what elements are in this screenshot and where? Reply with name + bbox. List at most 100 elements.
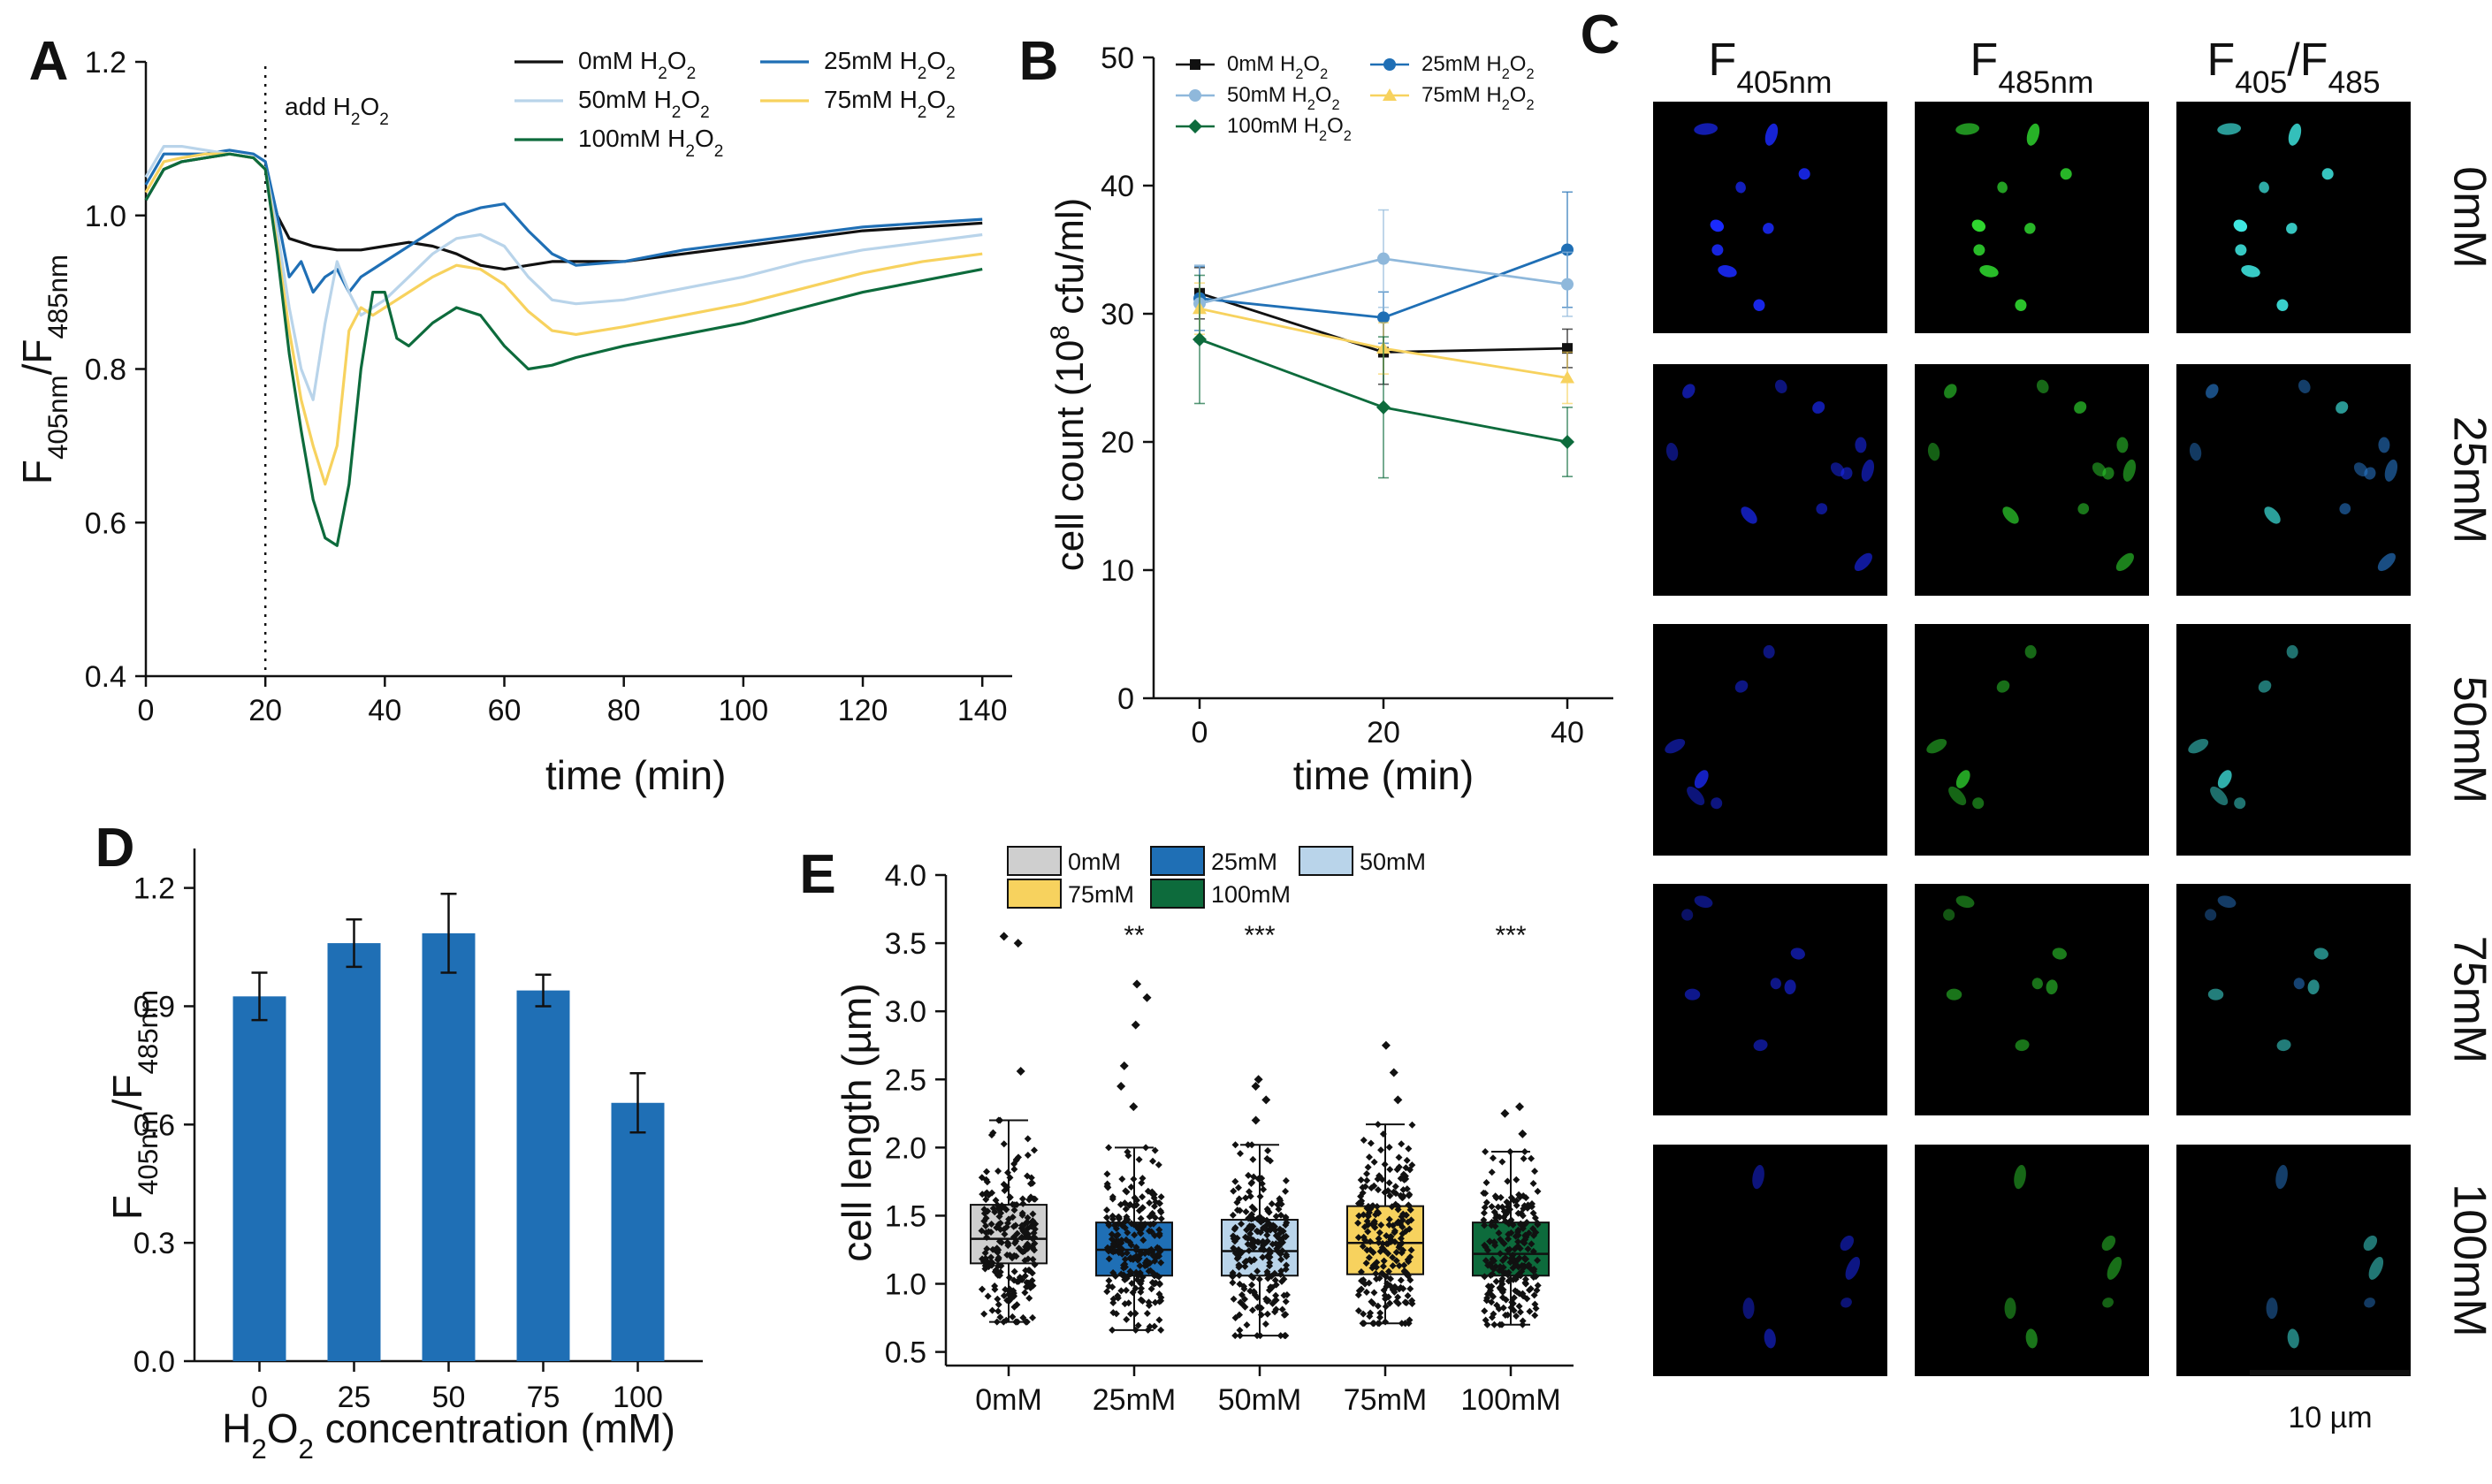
data-point-e	[1528, 1154, 1536, 1162]
data-point-e	[1000, 1140, 1008, 1148]
y-tick-label-e: 4.0	[885, 859, 926, 893]
outlier-e	[1518, 1129, 1528, 1138]
data-point-e	[1395, 1285, 1403, 1293]
data-point-e	[1360, 1136, 1368, 1144]
bacterium-cell	[1774, 379, 1787, 393]
data-point-e	[1006, 1285, 1014, 1293]
data-point-e	[1519, 1290, 1527, 1298]
bacterium-cell	[1840, 1235, 1855, 1251]
data-point-e	[1386, 1299, 1394, 1307]
data-point-e	[1389, 1253, 1397, 1261]
data-point-e	[1380, 1257, 1388, 1265]
bacterium-cell	[1971, 219, 1986, 232]
column-label-c-0-part: F	[1709, 34, 1737, 86]
bacterium-cell	[1854, 552, 1872, 572]
x-axis-label-d-part: O	[267, 1405, 299, 1451]
outlier-e	[1389, 1068, 1398, 1077]
row-label-c-3: 75mM	[2443, 936, 2492, 1063]
data-point-e	[1379, 1270, 1387, 1278]
data-point-e	[1125, 1201, 1133, 1209]
outlier-e	[1013, 939, 1023, 948]
data-point-e	[1389, 1262, 1397, 1270]
bacterium-cell	[1861, 459, 1875, 482]
data-point-e	[1263, 1270, 1271, 1278]
data-point-e	[1385, 1215, 1393, 1223]
bacterium-cell	[1943, 909, 1955, 921]
legend-swatch-e-2	[1299, 846, 1353, 876]
data-point-e	[1395, 1261, 1403, 1269]
data-point-e	[1139, 1175, 1147, 1183]
data-point-e	[1157, 1214, 1165, 1222]
bacterium-cell	[2077, 503, 2090, 515]
data-point-e	[1373, 1259, 1381, 1267]
bacterium-cell	[1753, 1039, 1768, 1052]
data-point-e	[1244, 1141, 1252, 1149]
data-point-e	[1237, 1298, 1245, 1306]
data-point-e	[1402, 1228, 1410, 1236]
micrograph-50mM-0	[1653, 624, 1887, 856]
data-point-e	[1354, 1199, 1362, 1207]
y-axis-label-a-part: 485nm	[42, 255, 73, 339]
y-axis-label-a: F405nm/F485nm	[14, 255, 73, 484]
data-point-e	[1247, 1225, 1255, 1233]
data-point-e	[1513, 1201, 1520, 1209]
data-point-e	[1105, 1144, 1113, 1152]
data-point-e	[1122, 1187, 1130, 1195]
y-axis-label-b-part: 8	[1046, 325, 1075, 340]
data-point-e	[1239, 1282, 1247, 1290]
data-point-e	[1109, 1240, 1117, 1248]
data-point-e	[1406, 1206, 1414, 1214]
data-point-e	[1111, 1272, 1119, 1280]
data-point-e	[1132, 1252, 1140, 1260]
data-point-e	[1361, 1183, 1369, 1191]
data-point-e	[1507, 1304, 1515, 1312]
data-point-e	[1256, 1192, 1264, 1200]
data-point-e	[1260, 1185, 1268, 1193]
data-point-e	[1398, 1320, 1406, 1328]
data-point-e	[1006, 1193, 1014, 1201]
bacterium-cell	[2241, 265, 2260, 278]
data-point-e	[1514, 1209, 1522, 1217]
data-point-e	[1010, 1201, 1018, 1209]
data-point-e	[1112, 1310, 1120, 1318]
micrograph-0mM-2	[2176, 102, 2411, 333]
data-point-e	[987, 1220, 995, 1228]
data-point-e	[1031, 1195, 1039, 1203]
bacterium-cell	[1711, 797, 1723, 810]
data-point-e	[1231, 1332, 1239, 1340]
legend-label-b-3-part: 75mM H	[1421, 83, 1502, 107]
data-point-b	[1560, 370, 1574, 384]
data-point-e	[1513, 1313, 1520, 1320]
data-point-b	[1561, 278, 1574, 291]
data-point-e	[1367, 1139, 1375, 1147]
data-point-e	[1376, 1275, 1383, 1282]
y-tick-label-a: 1.2	[85, 46, 126, 80]
bacterium-cell	[1665, 738, 1686, 754]
data-point-e	[1378, 1244, 1386, 1252]
data-point-e	[1404, 1292, 1412, 1300]
data-point-e	[1530, 1291, 1538, 1299]
bacterium-cell	[2102, 1298, 2114, 1308]
data-point-e	[1376, 1320, 1383, 1328]
data-point-e	[1150, 1322, 1158, 1330]
data-point-e	[1022, 1219, 1030, 1227]
bar-d-100	[611, 1102, 665, 1361]
data-point-e	[1012, 1156, 1020, 1164]
data-point-e	[1013, 1278, 1021, 1286]
data-point-b	[1377, 311, 1390, 324]
data-point-e	[1519, 1317, 1527, 1325]
data-point-e	[1500, 1207, 1508, 1215]
add-h2o2-annotation-part: 2	[379, 110, 389, 129]
data-point-e	[1244, 1235, 1252, 1243]
panel-letter-e: E	[799, 844, 835, 905]
data-point-e	[1277, 1211, 1285, 1219]
bacterium-cell	[2217, 123, 2242, 135]
data-point-e	[1363, 1170, 1371, 1178]
data-point-e	[1489, 1270, 1497, 1278]
legend-label-b-1-part: O	[1510, 52, 1527, 76]
data-point-e	[1138, 1179, 1146, 1187]
data-point-e	[1395, 1153, 1403, 1161]
bacterium-cell	[2188, 738, 2209, 754]
bacterium-cell	[1710, 219, 1725, 232]
